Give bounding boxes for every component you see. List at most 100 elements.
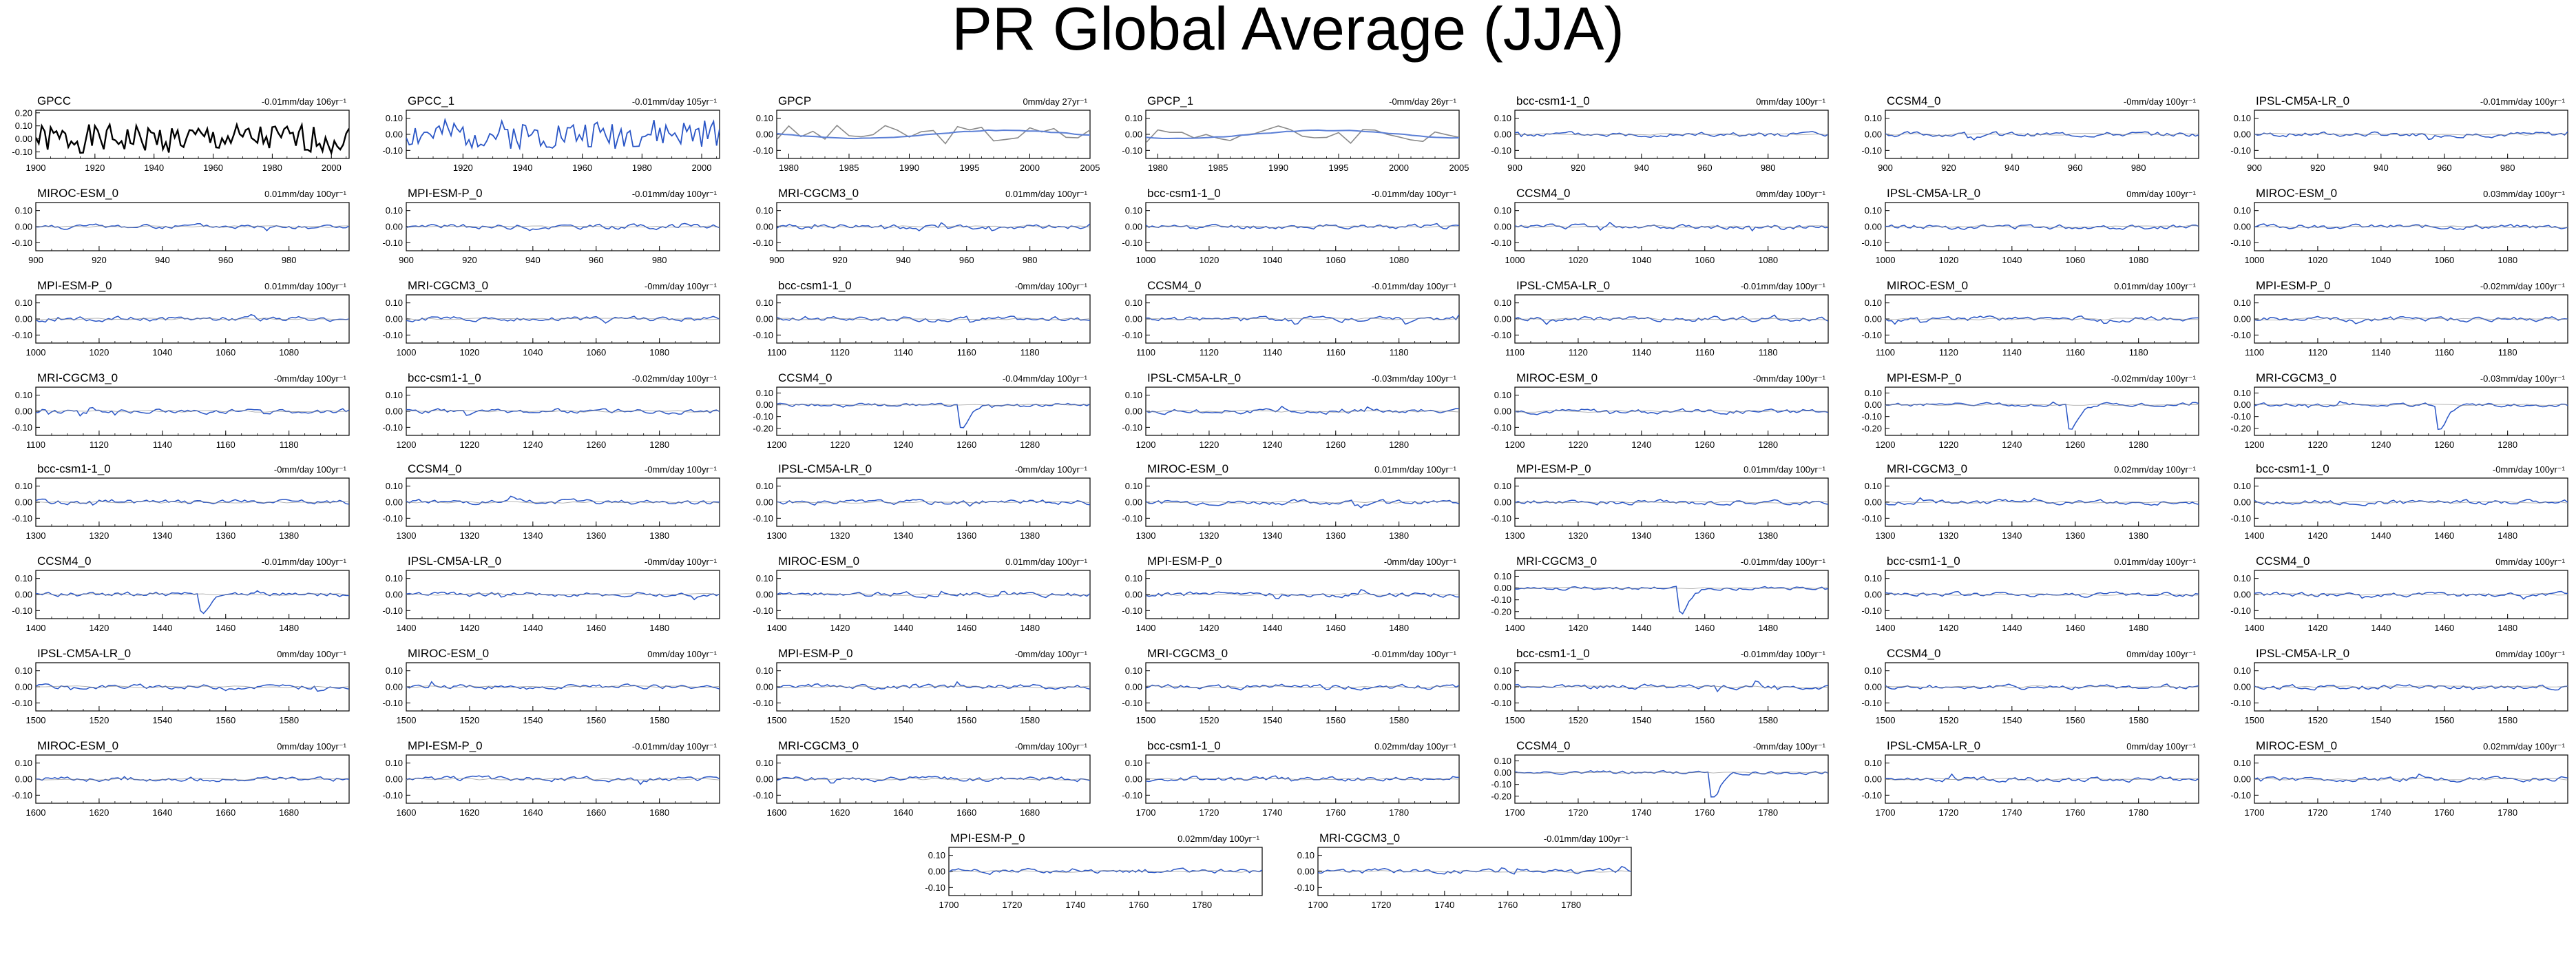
- panel-title: IPSL-CM5A-LR_0: [1887, 187, 1980, 200]
- panel-title: CCSM4_0: [1887, 647, 1940, 660]
- x-tick-label: 1020: [2307, 255, 2327, 265]
- plot-frame: [776, 386, 1091, 436]
- x-tick-label: 1400: [767, 623, 787, 633]
- y-tick-label: 0.10: [756, 758, 773, 768]
- x-tick-label: 1440: [2371, 530, 2391, 541]
- chart-panel: bcc-csm1-1_0 0mm/day 100yr⁻¹ 0.10 0.00 -0.10…: [1491, 94, 1829, 173]
- y-tick-label: -0.10: [1491, 145, 1511, 156]
- x-tick-label: 1060: [1326, 255, 1345, 265]
- x-tick-label: 1420: [459, 623, 479, 633]
- series-line-smooth: [2254, 133, 2568, 136]
- y-tick-label: 0.00: [1865, 314, 1882, 324]
- panel-trend-label: -0.03mm/day 100yr⁻¹: [1372, 373, 1457, 384]
- x-tick-label: 1220: [1568, 440, 1588, 450]
- y-tick-label: 0.00: [15, 314, 32, 324]
- x-tick-label: 980: [1761, 163, 1776, 173]
- y-tick-label: -0.10: [1861, 411, 1882, 422]
- x-tick-label: 1180: [1759, 347, 1778, 358]
- panel-title: MPI-ESM-P_0: [950, 831, 1025, 845]
- x-tick-label: 1260: [586, 440, 606, 450]
- x-tick-label: 1240: [523, 440, 543, 450]
- y-tick-label: -0.10: [12, 790, 32, 800]
- x-tick-label: 1740: [2002, 807, 2022, 818]
- x-tick-label: 1940: [144, 163, 164, 173]
- panel-trend-label: 0mm/day 100yr⁻¹: [2126, 649, 2196, 659]
- x-tick-label: 1100: [26, 440, 45, 450]
- series-line-smooth: [949, 870, 1262, 873]
- series-line: [777, 222, 1090, 231]
- x-tick-label: 920: [1571, 163, 1586, 173]
- series-line-smooth: [2254, 593, 2568, 596]
- x-tick-label: 1380: [1758, 530, 1778, 541]
- y-tick-label: 0.10: [386, 481, 403, 491]
- series-line-smooth: [1515, 133, 1828, 136]
- chart-panel: IPSL-CM5A-LR_0 -0mm/day 100yr⁻¹ 0.10 0.00 -0…: [382, 555, 720, 633]
- x-tick-label: 1200: [397, 440, 417, 450]
- y-tick-label: 0.10: [756, 573, 773, 583]
- x-tick-label: 1580: [1389, 715, 1409, 725]
- x-tick-label: 920: [1941, 163, 1956, 173]
- x-tick-label: 1760: [1129, 900, 1149, 910]
- y-tick-label: 0.10: [2234, 758, 2251, 768]
- y-tick-label: -0.10: [382, 790, 403, 800]
- x-tick-label: 1700: [1308, 900, 1328, 910]
- series-line-smooth: [777, 501, 1090, 504]
- panel-title: MIROC-ESM_0: [1147, 462, 1228, 475]
- x-tick-label: 1620: [459, 807, 479, 818]
- panel-trend-label: 0.01mm/day 100yr⁻¹: [2114, 557, 2197, 567]
- x-tick-label: 1380: [279, 530, 299, 541]
- y-tick-label: 0.10: [1494, 665, 1511, 676]
- series-line-smooth: [406, 318, 720, 320]
- panel-title: MRI-CGCM3_0: [408, 279, 488, 292]
- chart-panel: MRI-CGCM3_0 -0.01mm/day 100yr⁻¹ 0.10 0.00 -0…: [1491, 555, 1829, 633]
- x-tick-label: 1460: [2065, 623, 2085, 633]
- x-tick-label: 1360: [216, 530, 235, 541]
- y-tick-label: -0.10: [1122, 330, 1142, 340]
- panel-title: MRI-CGCM3_0: [1887, 462, 1967, 475]
- x-tick-label: 1500: [1505, 715, 1525, 725]
- x-tick-label: 1520: [89, 715, 109, 725]
- y-tick-label: 0.10: [386, 665, 403, 676]
- series-line-smooth: [36, 318, 349, 320]
- panel-trend-label: -0mm/day 100yr⁻¹: [274, 464, 347, 475]
- panel-trend-label: -0.01mm/day 106yr⁻¹: [262, 96, 347, 107]
- x-tick-label: 900: [28, 255, 43, 265]
- x-tick-label: 1560: [2434, 715, 2454, 725]
- series-line-smooth: [406, 778, 720, 781]
- y-tick-label: 0.00: [15, 774, 32, 785]
- series-line-smooth: [1318, 870, 1631, 873]
- panel-title: GPCP: [778, 94, 811, 107]
- x-tick-label: 1060: [1695, 255, 1715, 265]
- chart-panel: MIROC-ESM_0 0mm/day 100yr⁻¹ 0.10 0.00 -0.10 1…: [12, 739, 350, 818]
- y-tick-label: 0.10: [15, 390, 32, 400]
- panel-trend-label: -0mm/day 100yr⁻¹: [645, 557, 718, 567]
- x-tick-label: 1720: [1568, 807, 1588, 818]
- x-tick-label: 1990: [1268, 163, 1288, 173]
- panel-trend-label: -0.01mm/day 100yr⁻¹: [632, 189, 718, 199]
- x-tick-label: 1200: [1876, 440, 1896, 450]
- x-tick-label: 1680: [649, 807, 669, 818]
- x-tick-label: 1580: [649, 715, 669, 725]
- series-line-smooth: [1515, 501, 1828, 504]
- x-tick-label: 2000: [692, 163, 712, 173]
- y-tick-label: -0.10: [382, 238, 403, 248]
- series-line-smooth: [2254, 501, 2568, 504]
- x-tick-label: 1000: [1505, 255, 1525, 265]
- panel-title: CCSM4_0: [778, 371, 832, 384]
- chart-panel: GPCC_1 -0.01mm/day 105yr⁻¹ 0.10 0.00 -0.10 19…: [382, 94, 720, 173]
- x-tick-label: 920: [833, 255, 848, 265]
- y-tick-label: -0.10: [1491, 779, 1511, 789]
- x-tick-label: 1420: [830, 623, 850, 633]
- x-tick-label: 1240: [893, 440, 913, 450]
- panel-title: CCSM4_0: [1147, 279, 1201, 292]
- y-tick-label: 0.10: [1125, 573, 1142, 583]
- panel-trend-label: -0.01mm/day 100yr⁻¹: [2480, 96, 2566, 107]
- series-line-smooth: [777, 318, 1090, 320]
- chart-panel: MRI-CGCM3_0 0.02mm/day 100yr⁻¹ 0.10 0.00 -0.…: [1861, 462, 2199, 541]
- x-tick-label: 1000: [26, 347, 46, 358]
- y-tick-label: -0.20: [1491, 606, 1511, 617]
- panel-trend-label: -0mm/day 100yr⁻¹: [1015, 741, 1088, 752]
- panel-trend-label: 0.02mm/day 100yr⁻¹: [1177, 834, 1260, 844]
- x-tick-label: 980: [2131, 163, 2146, 173]
